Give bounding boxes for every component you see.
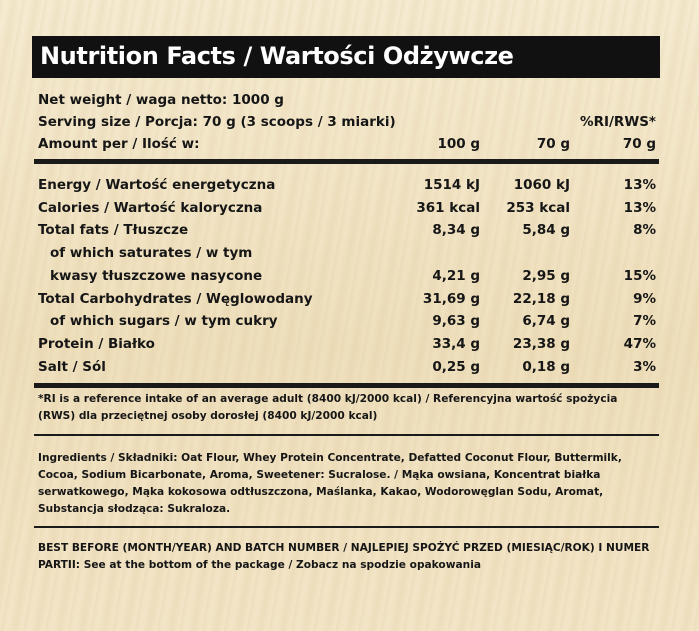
nutrient-value-100g: 8,34 g xyxy=(432,222,480,239)
nutrient-ri-percent: 13% xyxy=(623,199,656,216)
amount-label: Amount per / Ilość w: xyxy=(38,136,200,152)
nutrient-label: Total Carbohydrates / Węglowodany xyxy=(38,290,313,307)
nutrient-value-100g: 4,21 g xyxy=(432,267,480,284)
nutrient-row: Protein / Białko 33,4 g 23,38 g 47% xyxy=(38,336,656,358)
amount-col-ri-70g: 70 g xyxy=(622,136,656,152)
nutrient-value-100g: 31,69 g xyxy=(422,290,480,307)
nutrient-value-70g: 253 kcal xyxy=(506,199,570,216)
nutrient-row: kwasy tłuszczowe nasycone 4,21 g 2,95 g 15% xyxy=(38,268,656,290)
divider-after-table xyxy=(34,383,659,388)
net-weight-row: Net weight / waga netto: 1000 g xyxy=(38,92,656,114)
nutrient-value-100g: 1514 kJ xyxy=(423,177,480,193)
nutrient-ri-percent: 3% xyxy=(633,358,656,375)
net-weight: Net weight / waga netto: 1000 g xyxy=(38,92,284,108)
nutrient-row: of which sugars / w tym cukry 9,63 g 6,74 … xyxy=(38,313,656,335)
nutrient-value-70g: 1060 kJ xyxy=(513,177,570,193)
amount-col-100g: 100 g xyxy=(437,136,480,152)
ingredients-text: Ingredients / Składniki: Oat Flour, Whey… xyxy=(38,452,622,515)
nutrient-row: Salt / Sól 0,25 g 0,18 g 3% xyxy=(38,359,656,381)
nutrient-label: Total fats / Tłuszcze xyxy=(38,222,189,239)
nutrient-label: of which sugars / w tym cukry xyxy=(50,313,278,330)
nutrient-ri-percent: 9% xyxy=(633,290,656,307)
nutrient-row: Total fats / Tłuszcze 8,34 g 5,84 g 8% xyxy=(38,222,656,244)
nutrient-label: Energy / Wartość energetyczna xyxy=(38,177,276,193)
divider-top xyxy=(34,159,659,164)
nutrient-row: Energy / Wartość energetyczna 1514 kJ 1060… xyxy=(38,177,656,199)
amount-row: Amount per / Ilość w: 100 g 70 g 70 g xyxy=(38,136,656,158)
nutrient-label: of which saturates / w tym xyxy=(50,245,253,262)
nutrient-value-100g: 33,4 g xyxy=(432,335,480,352)
divider-before-best-before xyxy=(34,526,659,528)
nutrient-value-70g: 23,38 g xyxy=(512,335,570,352)
nutrient-row: Calories / Wartość kaloryczna 361 kcal 253… xyxy=(38,200,656,222)
amount-col-70g: 70 g xyxy=(536,136,570,152)
nutrient-value-70g: 2,95 g xyxy=(522,267,570,284)
nutrient-value-70g: 0,18 g xyxy=(522,358,570,375)
nutrient-label: kwasy tłuszczowe nasycone xyxy=(50,267,263,284)
page-title: Nutrition Facts / Wartości Odżywcze xyxy=(40,42,514,70)
nutrient-ri-percent: 13% xyxy=(623,177,656,193)
ri-header: %RI/RWS* xyxy=(580,114,656,130)
nutrient-value-70g: 22,18 g xyxy=(512,290,570,307)
nutrient-row: of which saturates / w tym xyxy=(38,245,656,267)
nutrient-label: Calories / Wartość kaloryczna xyxy=(38,199,263,216)
nutrient-value-100g: 0,25 g xyxy=(432,358,480,375)
nutrient-ri-percent: 7% xyxy=(633,313,656,330)
nutrient-value-70g: 6,74 g xyxy=(522,313,570,330)
nutrient-row: Total Carbohydrates / Węglowodany 31,69 g… xyxy=(38,291,656,313)
nutrient-label: Protein / Białko xyxy=(38,335,155,352)
serving-size-row: Serving size / Porcja: 70 g (3 scoops / … xyxy=(38,114,656,136)
best-before-text: BEST BEFORE (MONTH/YEAR) AND BATCH NUMBE… xyxy=(38,542,650,571)
nutrient-value-100g: 361 kcal xyxy=(416,199,480,216)
nutrient-ri-percent: 8% xyxy=(633,222,656,239)
nutrient-ri-percent: 47% xyxy=(623,335,656,352)
serving-size: Serving size / Porcja: 70 g (3 scoops / … xyxy=(38,114,396,130)
nutrient-label: Salt / Sól xyxy=(38,358,106,375)
nutrient-value-70g: 5,84 g xyxy=(522,222,570,239)
divider-before-ingredients xyxy=(34,434,659,436)
title-banner: Nutrition Facts / Wartości Odżywcze xyxy=(32,36,660,78)
ri-footnote: *RI is a reference intake of an average … xyxy=(38,393,618,422)
nutrient-value-100g: 9,63 g xyxy=(432,313,480,330)
nutrient-ri-percent: 15% xyxy=(623,267,656,284)
